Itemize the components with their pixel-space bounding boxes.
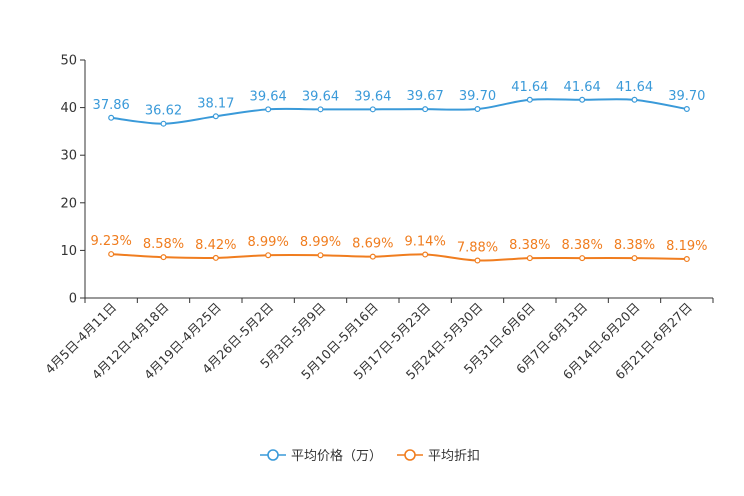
data-label: 36.62 xyxy=(145,104,182,119)
data-label: 41.64 xyxy=(511,80,548,95)
data-point[interactable] xyxy=(212,113,219,120)
legend[interactable]: 平均价格（万） 平均折扣 xyxy=(260,448,480,464)
legend-item-avg-price[interactable]: 平均价格（万） xyxy=(260,448,382,464)
data-point[interactable] xyxy=(369,106,376,113)
data-point[interactable] xyxy=(683,256,690,263)
data-label: 9.14% xyxy=(405,234,446,249)
data-point[interactable] xyxy=(160,120,167,127)
data-point[interactable] xyxy=(579,96,586,103)
data-point[interactable] xyxy=(683,106,690,113)
legend-label: 平均折扣 xyxy=(428,449,480,464)
data-label: 8.99% xyxy=(300,235,341,250)
data-label: 39.64 xyxy=(354,89,391,104)
data-point[interactable] xyxy=(579,255,586,262)
series-line xyxy=(111,253,687,262)
data-label: 9.23% xyxy=(91,234,132,249)
data-label: 8.38% xyxy=(509,238,550,253)
y-tick-label: 0 xyxy=(69,292,77,307)
data-point[interactable] xyxy=(526,255,533,262)
data-point[interactable] xyxy=(160,254,167,261)
series-avg-price: 37.86 36.62 38.17 39.64 39.64 39.64 39.67 39.70… xyxy=(93,80,705,127)
y-tick-label: 40 xyxy=(60,101,77,116)
data-label: 8.38% xyxy=(614,238,655,253)
data-point[interactable] xyxy=(422,251,429,258)
data-point[interactable] xyxy=(526,96,533,103)
series-line xyxy=(111,98,688,125)
data-label: 41.64 xyxy=(616,80,653,95)
data-label: 37.86 xyxy=(93,98,130,113)
data-label: 7.88% xyxy=(457,240,498,255)
y-tick-label: 30 xyxy=(60,149,77,164)
data-point[interactable] xyxy=(631,255,638,262)
data-label: 8.99% xyxy=(248,235,289,250)
data-label: 39.64 xyxy=(302,89,339,104)
y-tick-label: 10 xyxy=(60,244,77,259)
data-point[interactable] xyxy=(108,251,115,258)
data-point[interactable] xyxy=(474,106,481,113)
legend-marker-icon xyxy=(267,449,279,461)
data-point[interactable] xyxy=(317,106,324,113)
data-point[interactable] xyxy=(317,252,324,259)
legend-label: 平均价格（万） xyxy=(291,448,382,464)
data-point[interactable] xyxy=(265,252,272,259)
data-point[interactable] xyxy=(369,253,376,260)
legend-marker-icon xyxy=(404,449,416,461)
x-axis-labels: 4月5日-4月11日4月12日-4月18日4月19日-4月25日4月26日-5月… xyxy=(42,300,695,383)
legend-item-avg-discount[interactable]: 平均折扣 xyxy=(397,449,480,464)
data-label: 8.69% xyxy=(352,237,393,252)
data-label: 8.58% xyxy=(143,237,184,252)
data-label: 38.17 xyxy=(197,96,234,111)
data-label: 39.70 xyxy=(459,89,496,104)
axes: 0 10 20 30 40 50 xyxy=(60,54,714,307)
series-avg-discount: 9.23% 8.58% 8.42% 8.99% 8.99% 8.69% 9.14% 7.88%… xyxy=(91,234,707,264)
data-point[interactable] xyxy=(474,257,481,264)
data-point[interactable] xyxy=(265,106,272,113)
data-label: 8.42% xyxy=(195,238,236,253)
data-label: 8.19% xyxy=(666,239,707,254)
data-label: 8.38% xyxy=(562,238,603,253)
data-point[interactable] xyxy=(631,96,638,103)
data-label: 39.67 xyxy=(407,89,444,104)
series-layer: 37.86 36.62 38.17 39.64 39.64 39.64 39.67 39.70… xyxy=(91,80,707,264)
y-tick-label: 50 xyxy=(60,54,77,69)
data-point[interactable] xyxy=(422,106,429,113)
data-label: 39.64 xyxy=(250,89,287,104)
y-tick-label: 20 xyxy=(60,196,77,211)
data-label: 39.70 xyxy=(668,89,705,104)
data-point[interactable] xyxy=(108,114,115,121)
data-point[interactable] xyxy=(212,254,219,261)
data-label: 41.64 xyxy=(564,80,601,95)
